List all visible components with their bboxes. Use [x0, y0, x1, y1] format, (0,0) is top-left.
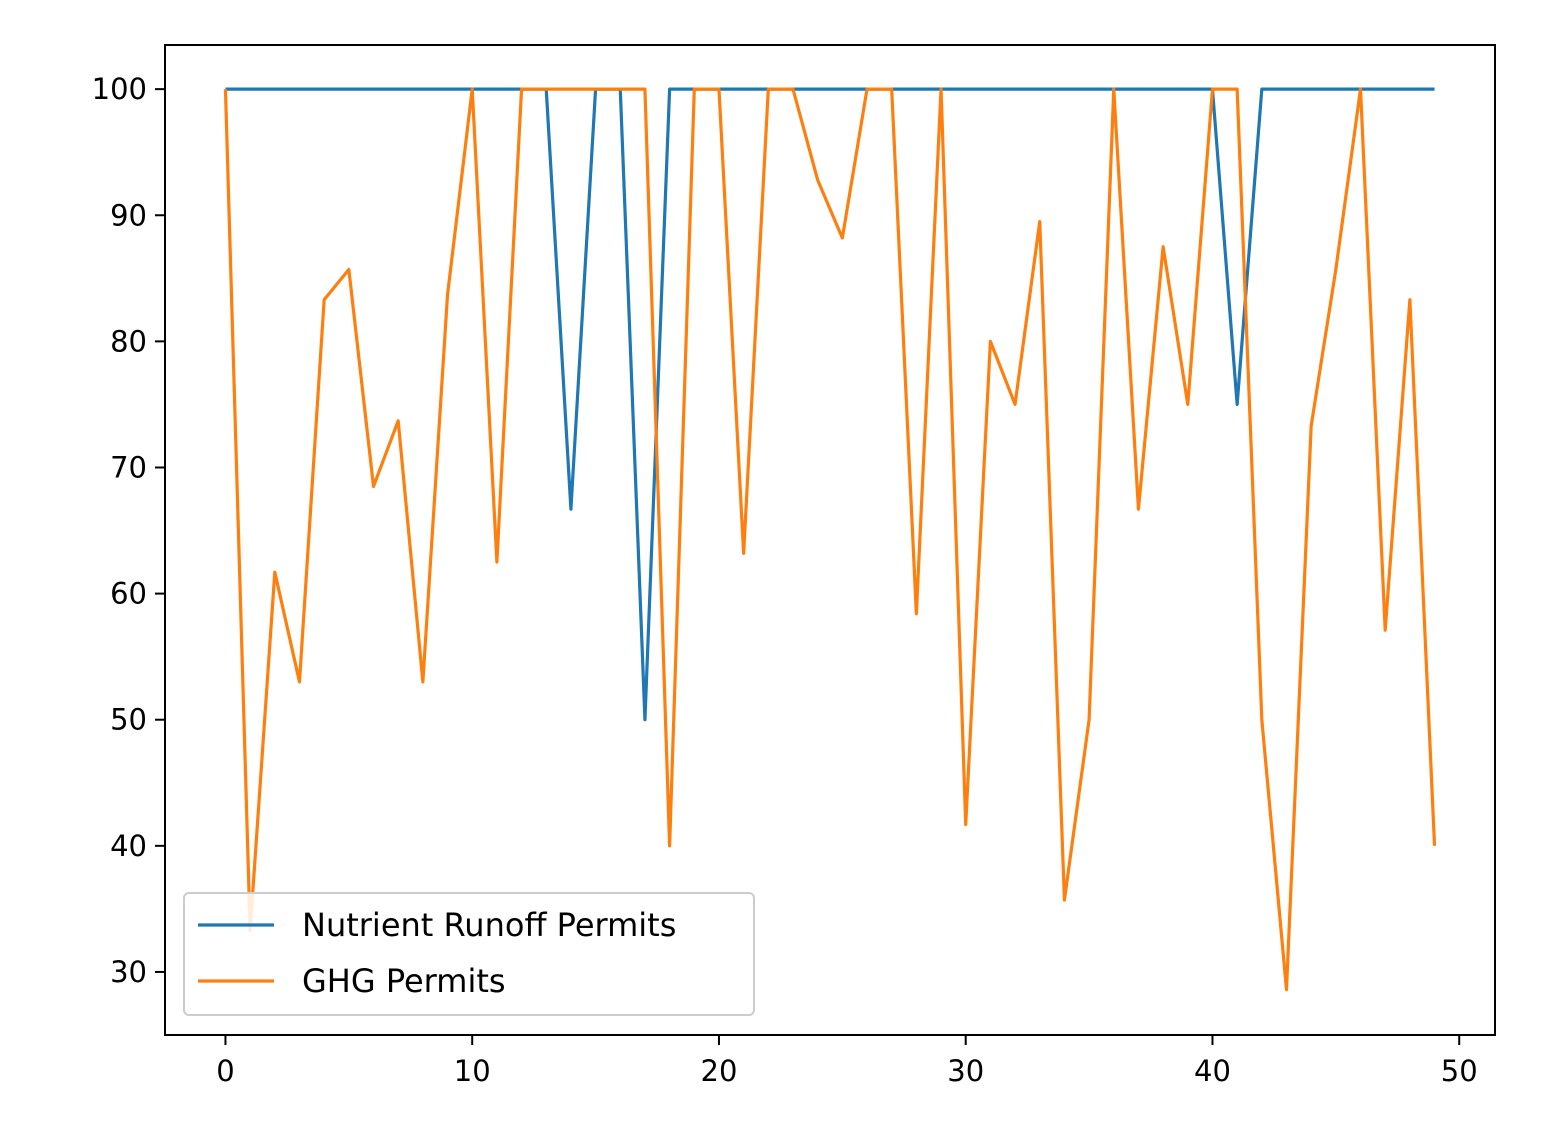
series-line-nutrient-runoff-permits [225, 87, 1435, 722]
lines-layer [223, 87, 1437, 992]
series-line-ghg-permits [223, 87, 1437, 992]
y-tick-label: 50 [110, 703, 147, 737]
y-tick-label: 30 [110, 955, 147, 989]
x-tick-label: 10 [454, 1054, 491, 1088]
y-tick-label: 90 [110, 198, 147, 232]
legend-label: GHG Permits [302, 962, 506, 1000]
x-tick-label: 30 [947, 1054, 984, 1088]
x-tick-label: 40 [1194, 1054, 1231, 1088]
legend-box [183, 892, 755, 1016]
y-tick-label: 80 [110, 324, 147, 358]
x-tick-label: 20 [701, 1054, 738, 1088]
y-tick-label: 40 [110, 829, 147, 863]
ticks-layer: 0 10 20 30 40 50 30 40 50 60 70 80 90 100 [92, 72, 1478, 1088]
y-tick-label: 100 [92, 72, 147, 106]
legend-label: Nutrient Runoff Permits [302, 906, 676, 944]
x-tick-label: 50 [1441, 1054, 1478, 1088]
y-tick-label: 70 [110, 450, 147, 484]
y-tick-label: 60 [110, 577, 147, 611]
x-tick-label: 0 [216, 1054, 234, 1088]
legend: Nutrient Runoff Permits GHG Permits [183, 892, 755, 1016]
plot-frame [164, 44, 1496, 1036]
